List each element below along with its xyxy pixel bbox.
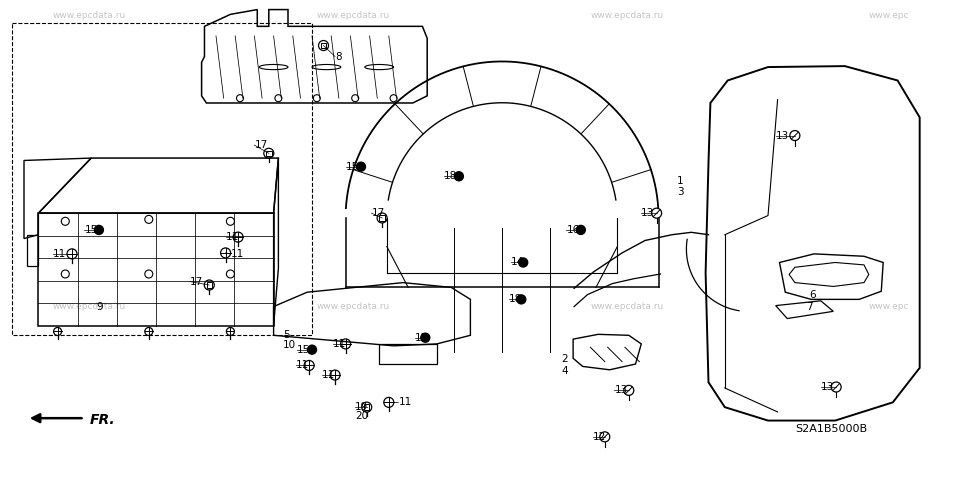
Text: www.epcdata.ru: www.epcdata.ru (590, 11, 663, 20)
Text: 16: 16 (566, 225, 580, 235)
Text: www.epcdata.ru: www.epcdata.ru (53, 11, 126, 20)
Text: 11: 11 (226, 232, 239, 242)
Circle shape (518, 258, 528, 267)
Text: www.epc: www.epc (869, 302, 909, 311)
Text: 11: 11 (398, 398, 412, 407)
Text: 15: 15 (346, 162, 359, 171)
Bar (266, 150, 272, 156)
Text: 7: 7 (806, 302, 813, 311)
Text: 11: 11 (296, 361, 309, 370)
Text: 15: 15 (84, 225, 98, 235)
Circle shape (576, 226, 586, 234)
Text: 3: 3 (677, 187, 684, 196)
Circle shape (420, 333, 430, 342)
Text: 18: 18 (444, 171, 457, 181)
Circle shape (516, 295, 526, 304)
Bar (321, 43, 326, 48)
Circle shape (454, 172, 464, 181)
Circle shape (94, 226, 104, 234)
Text: www.epc: www.epc (869, 11, 909, 20)
Circle shape (307, 345, 317, 354)
Text: 11: 11 (230, 249, 244, 259)
Text: 13: 13 (614, 386, 628, 395)
Text: www.epcdata.ru: www.epcdata.ru (590, 302, 663, 311)
Bar (379, 215, 385, 221)
Text: 4: 4 (562, 366, 568, 376)
Text: 10: 10 (283, 340, 297, 350)
Bar (12, 23, 312, 335)
Text: www.epcdata.ru: www.epcdata.ru (53, 302, 126, 311)
Text: 11: 11 (322, 370, 335, 380)
Bar (364, 404, 370, 410)
Text: FR.: FR. (89, 413, 115, 427)
Text: 9: 9 (96, 302, 103, 311)
Text: 2: 2 (562, 354, 568, 364)
Text: 17: 17 (372, 208, 385, 218)
Bar (206, 282, 212, 288)
Text: 15: 15 (297, 345, 310, 354)
Text: 18: 18 (509, 295, 522, 304)
Text: 14: 14 (511, 258, 524, 267)
Text: 1: 1 (677, 176, 684, 186)
Text: 17: 17 (254, 140, 268, 150)
Text: www.epcdata.ru: www.epcdata.ru (317, 302, 390, 311)
Text: S2A1B5000B: S2A1B5000B (795, 424, 867, 433)
Text: 11: 11 (333, 339, 347, 349)
Text: 13: 13 (776, 131, 789, 140)
Text: 13: 13 (641, 208, 655, 218)
Text: 5: 5 (283, 331, 290, 340)
Text: 6: 6 (809, 290, 816, 299)
Text: 15: 15 (415, 333, 428, 342)
Circle shape (356, 162, 366, 171)
Text: 13: 13 (821, 382, 834, 392)
Text: 19: 19 (355, 402, 369, 412)
Text: 11: 11 (53, 249, 66, 259)
Text: 8: 8 (335, 52, 342, 61)
Text: 20: 20 (355, 411, 369, 421)
Text: www.epcdata.ru: www.epcdata.ru (317, 11, 390, 20)
Text: 12: 12 (593, 432, 607, 442)
Text: 17: 17 (190, 277, 204, 286)
